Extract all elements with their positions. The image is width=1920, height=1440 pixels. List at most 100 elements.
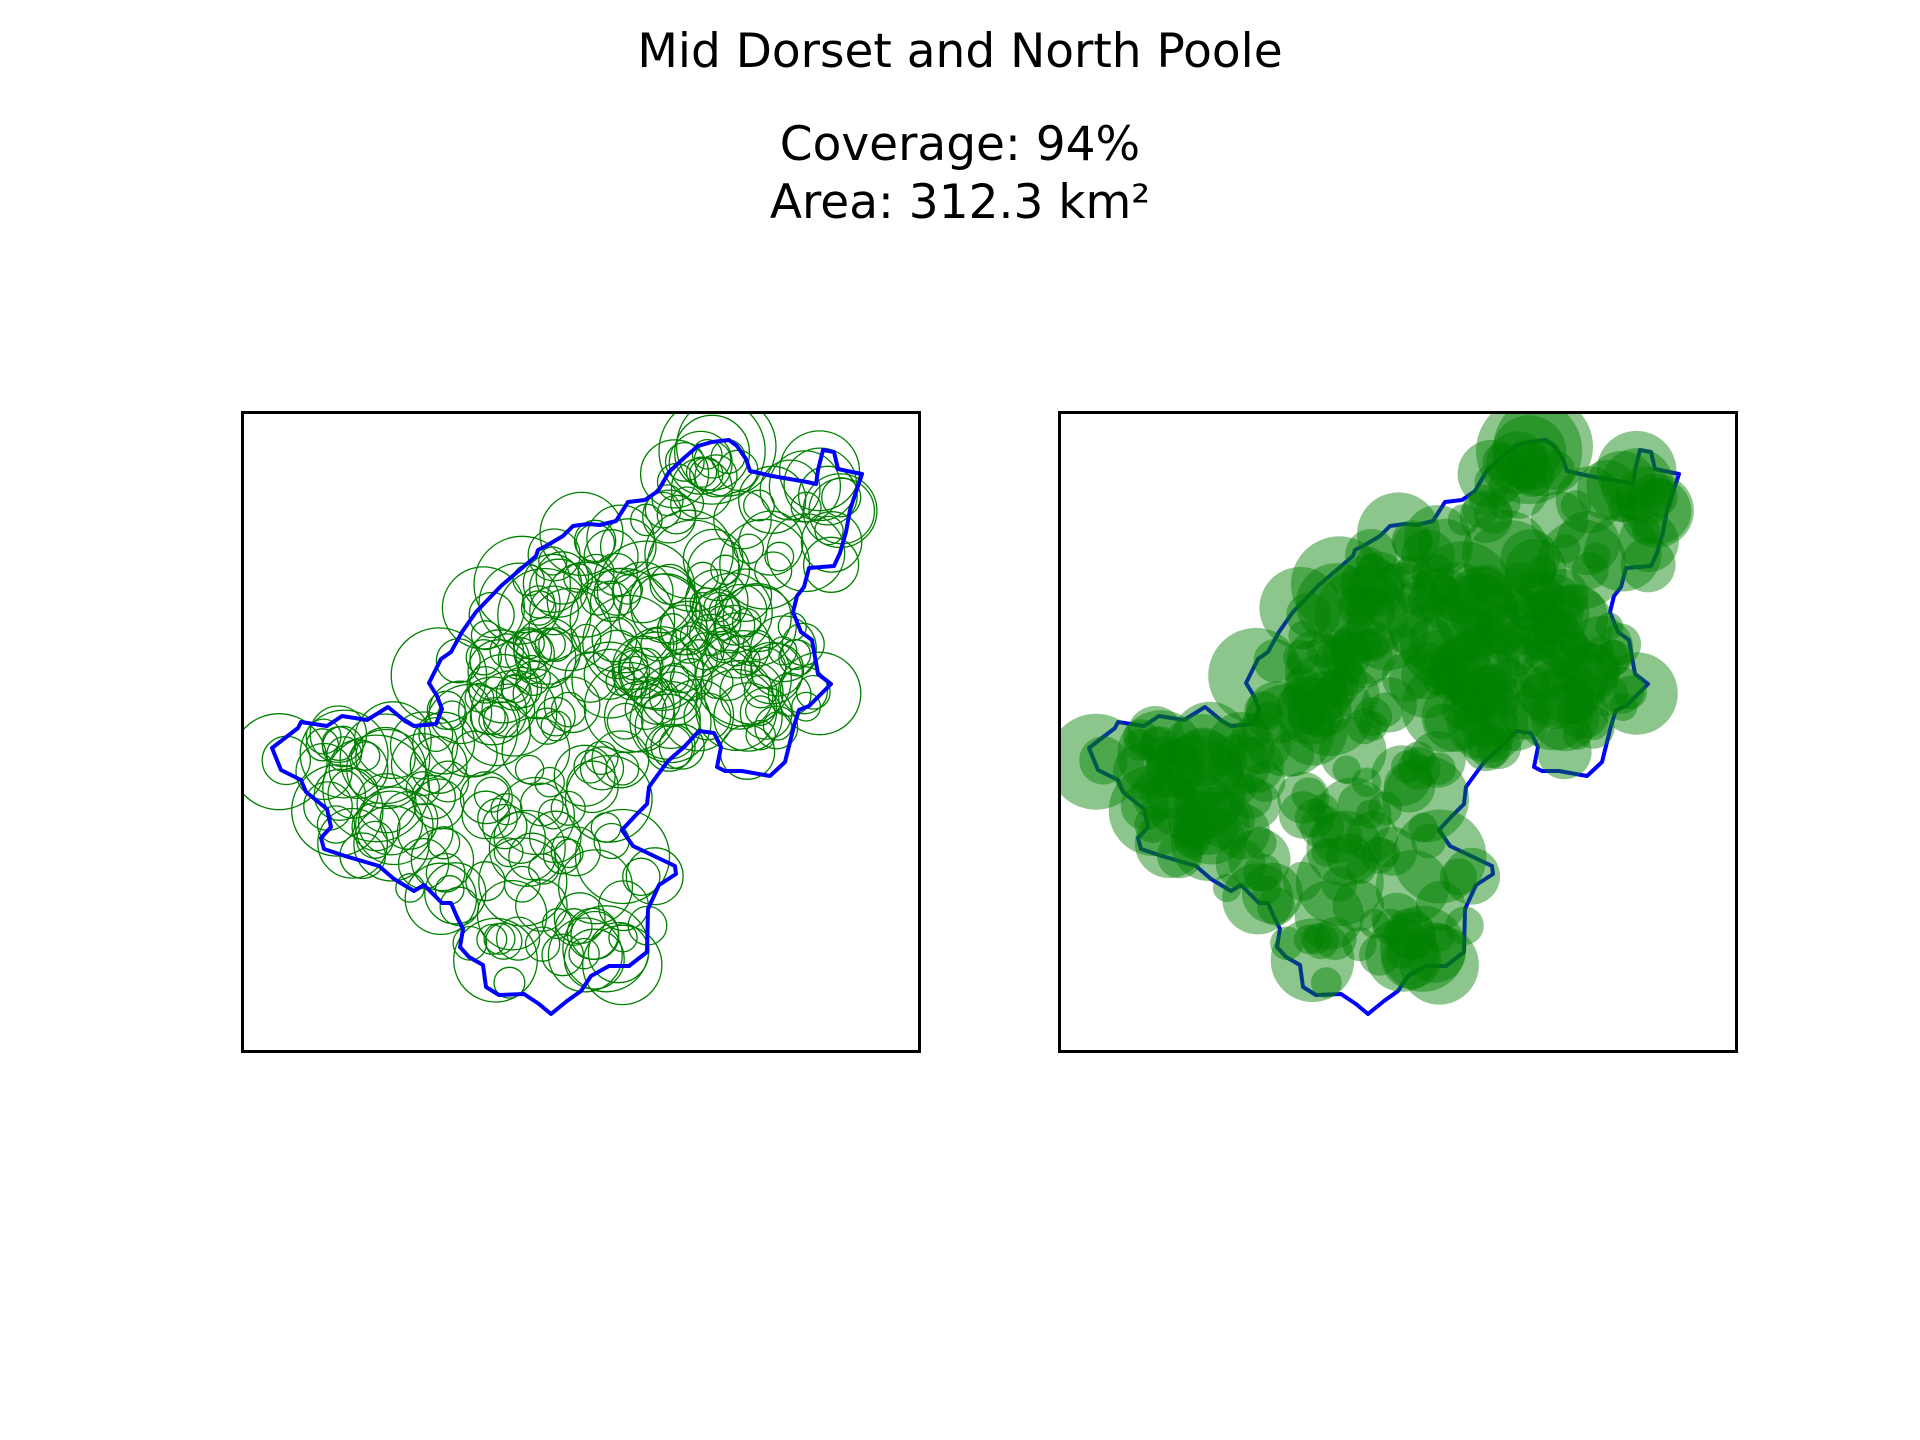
- coverage-circle: [650, 723, 696, 769]
- coverage-circle: [1567, 643, 1621, 696]
- coverage-circle: [743, 489, 775, 522]
- coverage-circle: [496, 776, 576, 856]
- coverage-circle: [1307, 633, 1341, 668]
- coverage-circle: [1487, 626, 1524, 664]
- coverage-circle: [478, 562, 561, 645]
- coverage-circle: [1551, 534, 1581, 564]
- coverage-circle: [1397, 746, 1441, 790]
- coverage-circle: [321, 725, 364, 768]
- coverage-circle: [1170, 805, 1247, 881]
- coverage-circle: [1235, 717, 1270, 752]
- coverage-circle: [1521, 612, 1587, 678]
- coverage-circle: [1314, 568, 1408, 662]
- coverage-circle: [584, 740, 619, 776]
- coverage-circle: [745, 719, 776, 751]
- coverage-circle: [541, 908, 573, 940]
- coverage-circle: [1339, 585, 1372, 618]
- coverage-circle: [750, 642, 805, 697]
- coverage-circle: [1371, 839, 1400, 868]
- coverage-circle: [814, 515, 844, 546]
- coverage-circle: [1430, 574, 1460, 605]
- coverage-circle: [1474, 613, 1505, 645]
- coverage-circle: [426, 826, 461, 860]
- coverage-circle: [1511, 441, 1548, 478]
- coverage-circle: [1286, 654, 1355, 723]
- coverage-circle: [1561, 675, 1594, 708]
- coverage-circle: [1330, 631, 1369, 670]
- coverage-circle: [1277, 771, 1330, 824]
- coverage-circle: [1283, 639, 1319, 675]
- coverage-circle: [1270, 926, 1304, 961]
- coverage-circle: [1459, 490, 1513, 543]
- coverage-circle: [357, 790, 424, 856]
- coverage-circle: [644, 509, 734, 600]
- coverage-circle: [713, 682, 783, 752]
- coverage-circle: [1254, 701, 1284, 730]
- coverage-circle: [1079, 736, 1128, 785]
- coverage-circle: [468, 591, 515, 639]
- coverage-circle: [1061, 713, 1144, 810]
- coverage-circle: [718, 568, 773, 623]
- coverage-circle: [1379, 905, 1466, 992]
- coverage-circle: [389, 711, 459, 780]
- coverage-circle: [1227, 736, 1284, 794]
- coverage-circle: [1447, 504, 1480, 536]
- coverage-circle: [1443, 847, 1501, 905]
- coverage-circle: [476, 879, 548, 951]
- coverage-circle: [553, 744, 616, 807]
- coverage-circle: [1352, 629, 1383, 660]
- coverage-circle: [1401, 741, 1435, 775]
- coverage-circle: [1332, 755, 1361, 784]
- coverage-circle: [355, 820, 395, 859]
- coverage-circle: [1325, 833, 1373, 880]
- coverage-circle: [1392, 809, 1487, 904]
- coverage-circle: [465, 861, 506, 902]
- coverage-circle: [313, 768, 366, 821]
- coverage-circle: [543, 676, 601, 734]
- coverage-circle: [1299, 684, 1352, 737]
- coverage-circle: [639, 439, 710, 509]
- coverage-circle: [1368, 692, 1403, 727]
- coverage-circle: [1355, 627, 1390, 662]
- coverage-circle: [1392, 524, 1432, 563]
- coverage-circle: [1208, 627, 1304, 724]
- coverage-circle: [649, 563, 691, 605]
- coverage-circle: [1540, 583, 1609, 652]
- coverage-circle: [1175, 791, 1240, 855]
- coverage-circle: [1521, 592, 1551, 622]
- coverage-circle: [1567, 616, 1634, 682]
- coverage-circle: [396, 803, 454, 860]
- coverage-circle: [1345, 854, 1376, 884]
- coverage-circle: [1549, 608, 1578, 637]
- coverage-circle: [427, 760, 470, 803]
- coverage-circle: [1482, 442, 1522, 482]
- coverage-circle: [411, 774, 456, 820]
- coverage-circle: [1487, 658, 1529, 701]
- coverage-circle: [1169, 802, 1217, 851]
- coverage-circle: [1399, 595, 1494, 690]
- coverage-circle: [1486, 431, 1550, 495]
- coverage-circle: [1330, 564, 1362, 596]
- coverage-circle: [1620, 537, 1676, 593]
- coverage-circle: [1345, 529, 1397, 581]
- map-title: Mid Dorset and North Poole: [637, 24, 1283, 79]
- coverage-circle: [1212, 873, 1242, 903]
- coverage-circle: [1528, 439, 1562, 474]
- coverage-circle: [1487, 487, 1521, 520]
- coverage-circle: [542, 836, 582, 875]
- coverage-circle: [1346, 586, 1396, 635]
- coverage-circle: [679, 639, 718, 678]
- coverage-circle: [1424, 703, 1460, 739]
- coverage-circle: [1157, 833, 1203, 879]
- coverage-circle: [1504, 538, 1567, 601]
- coverage-circle: [490, 793, 523, 826]
- coverage-label: Coverage: 94%: [779, 117, 1141, 172]
- coverage-circle: [1387, 568, 1492, 673]
- coverage-circle: [514, 754, 545, 785]
- coverage-circle: [1337, 783, 1381, 826]
- coverage-circle: [1401, 529, 1455, 584]
- coverage-circle: [1446, 648, 1480, 682]
- coverage-circle: [1321, 866, 1357, 902]
- coverage-circle: [1438, 656, 1467, 685]
- coverage-circle: [1563, 720, 1593, 750]
